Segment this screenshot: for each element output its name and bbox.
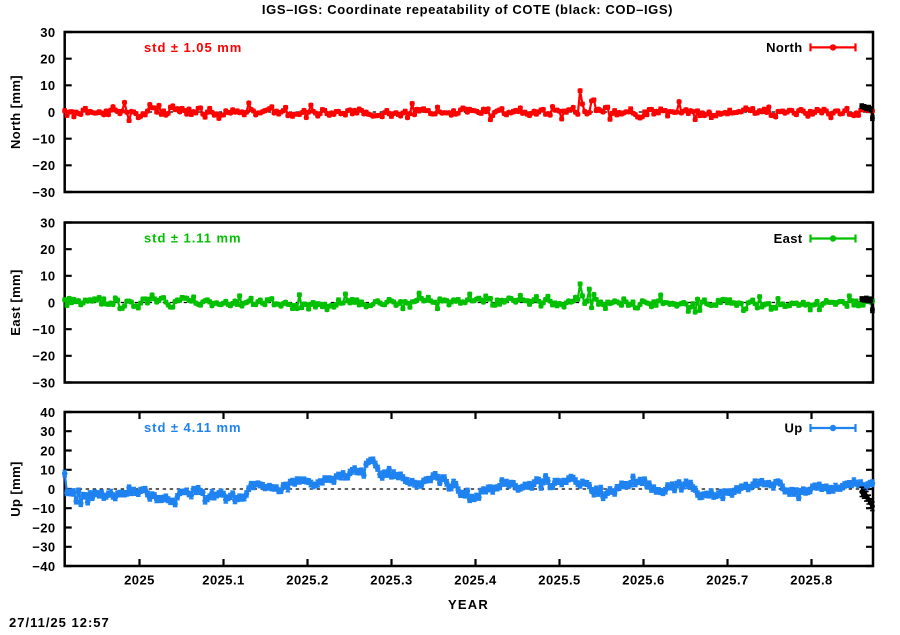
svg-text:2025: 2025 [124,573,155,588]
svg-text:Up: Up [784,421,802,436]
svg-text:North: North [766,40,802,55]
svg-text:30: 30 [40,215,55,230]
svg-text:−20: −20 [32,520,55,535]
svg-text:0: 0 [48,295,56,310]
svg-text:2025.2: 2025.2 [286,573,328,588]
svg-text:2025.5: 2025.5 [538,573,580,588]
svg-text:Up [mm]: Up [mm] [8,461,23,517]
svg-text:10: 10 [40,78,55,93]
svg-text:std ± 1.05 mm: std ± 1.05 mm [144,40,242,55]
svg-text:−10: −10 [32,322,55,337]
svg-text:−10: −10 [32,501,55,516]
svg-text:2025.3: 2025.3 [370,573,412,588]
svg-text:20: 20 [40,242,55,257]
svg-text:0: 0 [48,105,56,120]
svg-text:30: 30 [40,25,55,40]
svg-text:20: 20 [40,443,55,458]
svg-text:30: 30 [40,424,55,439]
svg-text:−20: −20 [32,158,55,173]
svg-text:2025.6: 2025.6 [622,573,664,588]
svg-text:2025.4: 2025.4 [454,573,497,588]
svg-text:IGS–IGS: Coordinate repeatabil: IGS–IGS: Coordinate repeatability of COT… [262,2,673,17]
svg-text:−30: −30 [32,375,55,390]
svg-text:std ± 1.11 mm: std ± 1.11 mm [144,231,242,246]
svg-text:27/11/25 12:57: 27/11/25 12:57 [9,615,110,630]
svg-text:2025.7: 2025.7 [706,573,748,588]
svg-text:40: 40 [40,405,55,420]
svg-text:East: East [774,231,803,246]
svg-text:10: 10 [40,463,55,478]
svg-text:−30: −30 [32,185,55,200]
svg-text:20: 20 [40,52,55,67]
svg-text:YEAR: YEAR [448,597,489,612]
svg-text:−40: −40 [32,559,55,574]
svg-text:std ± 4.11 mm: std ± 4.11 mm [144,420,242,435]
svg-text:0: 0 [48,482,56,497]
svg-text:East [mm]: East [mm] [8,269,23,335]
svg-text:North [mm]: North [mm] [8,75,23,149]
svg-text:−30: −30 [32,540,55,555]
svg-text:2025.8: 2025.8 [790,573,832,588]
svg-text:−20: −20 [32,349,55,364]
svg-text:10: 10 [40,269,55,284]
svg-text:2025.1: 2025.1 [202,573,244,588]
svg-text:−10: −10 [32,132,55,147]
